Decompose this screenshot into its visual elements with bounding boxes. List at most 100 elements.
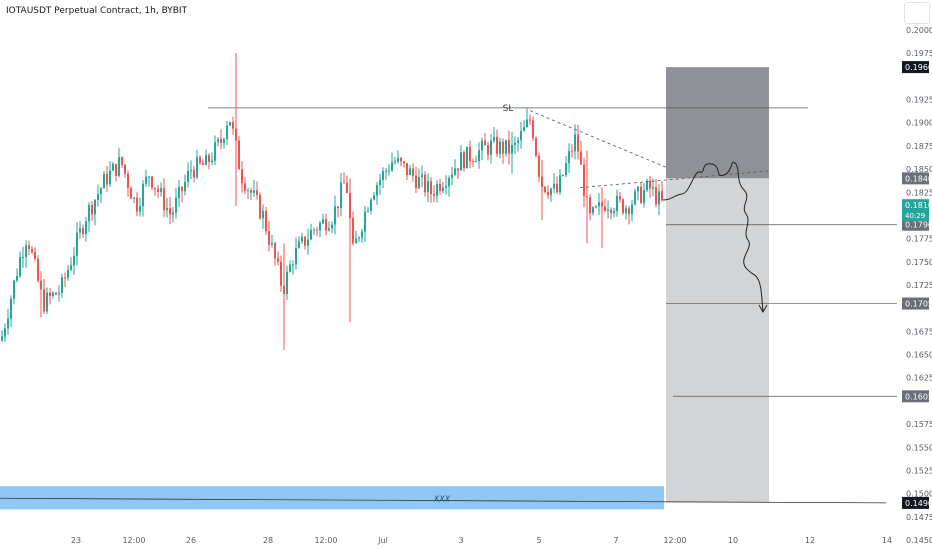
candle-body bbox=[343, 182, 345, 184]
candle-body bbox=[625, 208, 627, 214]
candle-body bbox=[391, 162, 393, 171]
candle-body bbox=[403, 161, 405, 164]
x-tick-label: 12:00 bbox=[314, 536, 337, 545]
candle-body bbox=[328, 228, 330, 231]
y-tick-label: 0.1750 bbox=[906, 258, 932, 267]
x-tick-label: Jul bbox=[377, 536, 388, 545]
candle-body bbox=[601, 202, 603, 207]
current-price-label: 0.1810 bbox=[905, 201, 932, 210]
candle-body bbox=[358, 237, 360, 239]
candle-body bbox=[586, 196, 588, 198]
y-tick-label: 0.1575 bbox=[906, 420, 932, 429]
candle-body bbox=[481, 140, 483, 151]
price-tag-label: 0.1605 bbox=[905, 392, 932, 401]
candle-body bbox=[412, 168, 414, 176]
candle-body bbox=[646, 180, 648, 191]
candle-body bbox=[640, 186, 642, 203]
candle-body bbox=[622, 199, 624, 214]
candle-body bbox=[292, 264, 294, 266]
candle-body bbox=[442, 187, 444, 191]
chart-settings-button[interactable] bbox=[904, 2, 930, 24]
candle-body bbox=[508, 139, 510, 154]
candle-body bbox=[400, 157, 402, 162]
candle-body bbox=[91, 205, 93, 215]
candle-body bbox=[22, 257, 24, 259]
candle-body bbox=[499, 141, 501, 154]
support-zone-line bbox=[0, 497, 887, 504]
candle-body bbox=[16, 275, 18, 281]
candle-body bbox=[562, 175, 564, 177]
y-tick-label: 0.1900 bbox=[906, 119, 932, 128]
candle-body bbox=[4, 328, 6, 337]
candle-body bbox=[55, 292, 57, 295]
candle-body bbox=[157, 189, 159, 193]
candle-body bbox=[226, 125, 228, 140]
y-tick-label: 0.1625 bbox=[906, 374, 932, 383]
candle-body bbox=[265, 210, 267, 232]
candle-body bbox=[241, 169, 243, 184]
candle-body bbox=[181, 186, 183, 192]
candle-body bbox=[112, 163, 114, 171]
y-tick-label: 0.1500 bbox=[906, 490, 932, 499]
candle-body bbox=[613, 211, 615, 213]
candle-body bbox=[295, 247, 297, 265]
candle-body bbox=[532, 120, 534, 139]
candle-body bbox=[616, 195, 618, 212]
candle-body bbox=[589, 197, 591, 214]
candle-body bbox=[136, 197, 138, 212]
candle-body bbox=[307, 239, 309, 246]
projection-arrow-head bbox=[758, 304, 768, 314]
candle-body bbox=[298, 241, 300, 248]
candle-body bbox=[235, 128, 237, 141]
candle-body bbox=[568, 151, 570, 164]
candle-body bbox=[196, 157, 198, 178]
candle-body bbox=[538, 155, 540, 177]
candle-body bbox=[556, 183, 558, 193]
projection-path bbox=[662, 161, 764, 313]
reward-zone bbox=[666, 178, 769, 503]
candle-body bbox=[490, 140, 492, 155]
candle-body bbox=[130, 187, 132, 199]
candle-body bbox=[37, 258, 39, 281]
candle-body bbox=[97, 194, 99, 200]
countdown-label: 40:29 bbox=[905, 212, 925, 220]
candle-body bbox=[511, 145, 513, 154]
candle-body bbox=[604, 206, 606, 211]
candle-body bbox=[520, 131, 522, 141]
candle-body bbox=[211, 160, 213, 163]
candle-body bbox=[109, 170, 111, 185]
candle-body bbox=[154, 187, 156, 190]
candle-body bbox=[271, 242, 273, 245]
y-tick-label: 0.1875 bbox=[906, 142, 932, 151]
candle-body bbox=[541, 176, 543, 187]
candle-body bbox=[262, 210, 264, 219]
candle-body bbox=[595, 206, 597, 208]
candle-body bbox=[304, 236, 306, 246]
candle-body bbox=[463, 152, 465, 169]
candle-body bbox=[214, 142, 216, 161]
candle-body bbox=[268, 231, 270, 245]
candle-body bbox=[535, 138, 537, 156]
candle-body bbox=[373, 195, 375, 200]
candle-body bbox=[598, 202, 600, 207]
candle-body bbox=[364, 211, 366, 232]
candle-body bbox=[352, 218, 354, 244]
candle-body bbox=[67, 269, 69, 278]
candle-body bbox=[193, 170, 195, 178]
candle-body bbox=[94, 199, 96, 215]
y-tick-label: 0.1650 bbox=[906, 351, 932, 360]
candle-body bbox=[397, 157, 399, 162]
candle-body bbox=[178, 186, 180, 199]
candle-body bbox=[658, 191, 660, 205]
candle-body bbox=[553, 183, 555, 189]
candle-body bbox=[124, 164, 126, 174]
candle-body bbox=[418, 177, 420, 189]
candle-body bbox=[286, 271, 288, 295]
candle-body bbox=[244, 183, 246, 191]
candle-body bbox=[34, 252, 36, 259]
candle-body bbox=[277, 258, 279, 262]
candle-body bbox=[85, 221, 87, 235]
risk-zone bbox=[666, 67, 769, 179]
